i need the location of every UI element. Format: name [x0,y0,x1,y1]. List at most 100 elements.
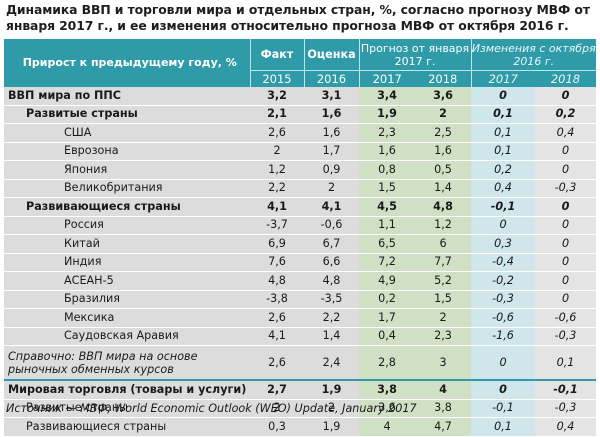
row-name: Развитые страны [4,105,250,124]
cell-value: 2,5 [415,123,471,143]
row-label-header: Прирост к предыдущему году, % [4,39,250,87]
cell-value: -3,5 [304,290,359,309]
row-name: Великобритания [4,179,250,198]
cell-value: 6,5 [359,234,415,254]
cell-value: 0 [535,290,596,309]
cell-value: 7,6 [250,253,304,272]
cell-value: -0,3 [535,179,596,198]
cell-value: 0,4 [359,327,415,346]
row-name: Мировая торговля (товары и услуги) [4,379,250,400]
cell-value: 3,1 [304,87,359,106]
gdp-trade-table: Прирост к предыдущему году, % Факт Оценк… [4,39,596,437]
cell-value: 0,1 [471,123,535,143]
cell-value: 0 [535,142,596,161]
cell-value: 2,6 [250,123,304,143]
cell-value: 1,6 [359,142,415,161]
cell-value: -0,6 [304,216,359,235]
cell-value: 0,1 [535,345,596,381]
table-row: Китай 6,9 6,7 6,5 6 0,3 0 [4,234,596,254]
cell-value: 2 [250,142,304,161]
cell-value: 0,3 [471,234,535,254]
fact-header: Факт [249,39,304,71]
year-header: 2017 [470,70,535,87]
cell-value: 0 [535,234,596,254]
table-row: Развивающиеся страны 0,3 1,9 4 4,7 0,1 0,4 [4,417,596,437]
table-row: Еврозона 2 1,7 1,6 1,6 0,1 0 [4,142,596,161]
cell-value: -0,1 [471,197,535,217]
cell-value: 0,1 [471,417,535,437]
row-name: Мексика [4,308,250,328]
cell-value: -0,3 [471,290,535,309]
cell-value: 2,3 [415,327,471,346]
cell-value: 4,1 [250,327,304,346]
row-name: АСЕАН-5 [4,271,250,291]
cell-value: 1,9 [304,417,359,437]
cell-value: 0,4 [535,417,596,437]
cell-value: 4,1 [250,197,304,217]
row-name: Япония [4,160,250,180]
cell-value: 4,5 [359,197,415,217]
cell-value: -1,6 [471,327,535,346]
table-row: Развивающиеся страны 4,1 4,1 4,5 4,8 -0,1 0 [4,197,596,217]
cell-value: 4,8 [304,271,359,291]
cell-value: -0,3 [535,399,596,418]
cell-value: 0 [471,379,535,400]
row-name: Развитые страны [4,399,250,418]
row-name: Саудовская Аравия [4,327,250,346]
cell-value: 2 [304,399,359,418]
cell-value: -3,7 [250,216,304,235]
cell-value: -0,6 [471,308,535,328]
cell-value: 3,8 [415,399,471,418]
cell-value: 0 [471,87,535,106]
row-name: Еврозона [4,142,250,161]
table-row: Саудовская Аравия 4,1 1,4 0,4 2,3 -1,6 -0,3 [4,327,596,346]
cell-value: 0 [535,216,596,235]
row-name: Бразилия [4,290,250,309]
table-row: Справочно: ВВП мира на основе рыночных о… [4,345,596,381]
row-name: Справочно: ВВП мира на основе рыночных о… [4,345,250,381]
cell-value: 0,2 [471,160,535,180]
row-name: Индия [4,253,250,272]
cell-value: 3,4 [359,87,415,106]
cell-value: 1,4 [415,179,471,198]
cell-value: -0,4 [471,253,535,272]
cell-value: 2,6 [250,308,304,328]
table-row: Бразилия -3,8 -3,5 0,2 1,5 -0,3 0 [4,290,596,309]
cell-value: -0,6 [535,308,596,328]
cell-value: 6 [415,234,471,254]
cell-value: 2 [415,308,471,328]
cell-value: 1,5 [359,179,415,198]
cell-value: 2,8 [359,345,415,381]
year-header: 2016 [303,70,359,87]
cell-value: 0 [535,160,596,180]
table-row: Индия 7,6 6,6 7,2 7,7 -0,4 0 [4,253,596,272]
cell-value: 4,9 [359,271,415,291]
cell-value: 0 [535,253,596,272]
cell-value: 1,5 [415,290,471,309]
cell-value: 6,9 [250,234,304,254]
table-title: Динамика ВВП и торговли мира и отдельных… [6,2,590,33]
cell-value: 4 [415,379,471,400]
cell-value: 0,8 [359,160,415,180]
cell-value: -3,8 [250,290,304,309]
cell-value: 0 [535,197,596,217]
year-header: 2018 [415,70,471,87]
cell-value: 1,4 [304,327,359,346]
cell-value: 1,7 [359,308,415,328]
cell-value: 0,2 [535,105,596,124]
cell-value: 2,2 [250,179,304,198]
row-name: Развивающиеся страны [4,417,250,437]
table-row: Развитые страны 2 2 3,6 3,8 -0,1 -0,3 [4,399,596,418]
cell-value: 3,6 [359,399,415,418]
cell-value: 6,7 [304,234,359,254]
cell-value: 2,7 [250,379,304,400]
cell-value: 7,2 [359,253,415,272]
cell-value: 1,6 [415,142,471,161]
year-header: 2018 [535,70,596,87]
row-name: Россия [4,216,250,235]
table-row: Мировая торговля (товары и услуги) 2,7 1,9… [4,379,596,400]
cell-value: 2,2 [304,308,359,328]
cell-value: 1,7 [304,142,359,161]
cell-value: 4,7 [415,417,471,437]
cell-value: 1,6 [304,123,359,143]
